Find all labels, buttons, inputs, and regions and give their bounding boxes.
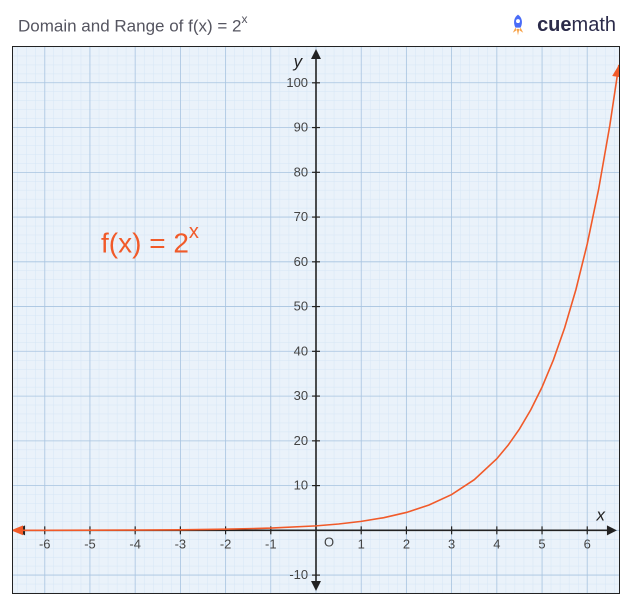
svg-text:-2: -2 — [220, 536, 232, 551]
svg-text:90: 90 — [294, 120, 308, 135]
svg-text:-5: -5 — [84, 536, 96, 551]
svg-text:30: 30 — [294, 388, 308, 403]
svg-text:10: 10 — [294, 478, 308, 493]
svg-text:-6: -6 — [39, 536, 51, 551]
chart-svg: -6 -5 -4 -3 -2 -1 1 2 3 4 5 6 -10 10 20 30 40 50 60 70 80 90 1… — [13, 47, 619, 593]
svg-text:20: 20 — [294, 433, 308, 448]
svg-text:-4: -4 — [129, 536, 141, 551]
svg-text:80: 80 — [294, 164, 308, 179]
exponential-chart: -6 -5 -4 -3 -2 -1 1 2 3 4 5 6 -10 10 20 30 40 50 60 70 80 90 1… — [12, 46, 620, 594]
svg-text:100: 100 — [286, 75, 308, 90]
eqn-exp: x — [189, 221, 199, 243]
svg-text:40: 40 — [294, 343, 308, 358]
svg-text:70: 70 — [294, 209, 308, 224]
svg-text:5: 5 — [538, 536, 545, 551]
svg-text:4: 4 — [493, 536, 500, 551]
rocket-icon — [505, 12, 531, 38]
title-exp: x — [241, 12, 247, 26]
title-text: Domain and Range of f(x) = 2 — [18, 16, 241, 35]
svg-text:-10: -10 — [289, 567, 308, 582]
svg-text:-3: -3 — [175, 536, 187, 551]
svg-text:6: 6 — [584, 536, 591, 551]
eqn-prefix: f(x) = 2 — [101, 227, 189, 258]
svg-text:-1: -1 — [265, 536, 277, 551]
svg-text:x: x — [595, 505, 605, 524]
brand-logo: cuemath — [505, 12, 616, 38]
svg-text:50: 50 — [294, 299, 308, 314]
logo-text-math: math — [572, 14, 616, 36]
logo-text-cue: cue — [537, 14, 571, 36]
page-title: Domain and Range of f(x) = 2x — [18, 14, 247, 37]
svg-text:60: 60 — [294, 254, 308, 269]
svg-text:1: 1 — [358, 536, 365, 551]
svg-text:3: 3 — [448, 536, 455, 551]
function-equation: f(x) = 2x — [101, 225, 199, 259]
svg-text:2: 2 — [403, 536, 410, 551]
svg-text:y: y — [293, 52, 304, 71]
svg-text:O: O — [324, 534, 334, 549]
